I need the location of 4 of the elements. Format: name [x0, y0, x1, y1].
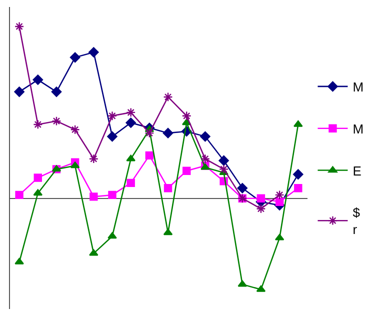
- legend-label: E: [352, 163, 362, 178]
- legend-label: $ r: [352, 205, 361, 238]
- legend-label: M: [352, 121, 364, 136]
- legend-label: M: [352, 80, 364, 95]
